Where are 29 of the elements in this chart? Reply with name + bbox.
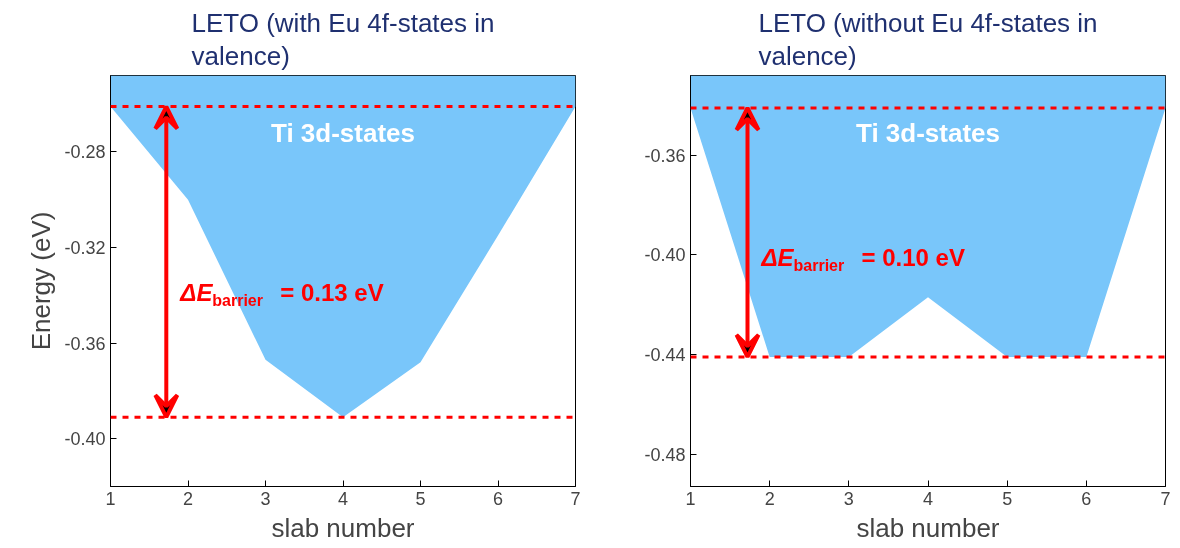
x-axis-title: slab number <box>271 512 415 543</box>
x-tick-label: 5 <box>415 488 426 509</box>
y-tick-label: -0.40 <box>64 429 106 450</box>
annotation: Ti 3d-states <box>270 118 416 149</box>
x-tick-label: 6 <box>1081 488 1092 509</box>
x-tick-label: 7 <box>570 488 581 509</box>
x-tick-label: 3 <box>843 488 854 509</box>
x-tick-label: 7 <box>1160 488 1171 509</box>
x-axis-title: slab number <box>856 512 1000 543</box>
x-tick-label: 4 <box>922 488 934 509</box>
y-tick-label: -0.48 <box>644 444 686 465</box>
y-tick-label: -0.40 <box>644 245 686 266</box>
y-tick-label: -0.28 <box>64 142 106 163</box>
chart-title: LETO (with Eu 4f-states in valence) <box>191 7 495 71</box>
y-tick-label: -0.36 <box>64 333 106 354</box>
y-tick-label: -0.44 <box>644 344 686 365</box>
x-tick-label: 1 <box>685 488 696 509</box>
y-axis-title: Energy (eV) <box>26 211 57 351</box>
annotation: Ti 3d-states <box>855 118 1001 149</box>
x-tick-label: 3 <box>260 488 271 509</box>
x-tick-label: 6 <box>492 488 504 509</box>
chart-title: LETO (without Eu 4f-states in valence) <box>758 7 1098 71</box>
y-tick-label: -0.32 <box>64 238 106 259</box>
x-tick-label: 2 <box>764 488 775 509</box>
y-tick-label: -0.36 <box>644 145 686 166</box>
x-tick-label: 4 <box>337 488 349 509</box>
x-tick-label: 1 <box>105 488 116 509</box>
x-tick-label: 2 <box>182 488 194 509</box>
x-tick-label: 5 <box>1002 488 1013 509</box>
